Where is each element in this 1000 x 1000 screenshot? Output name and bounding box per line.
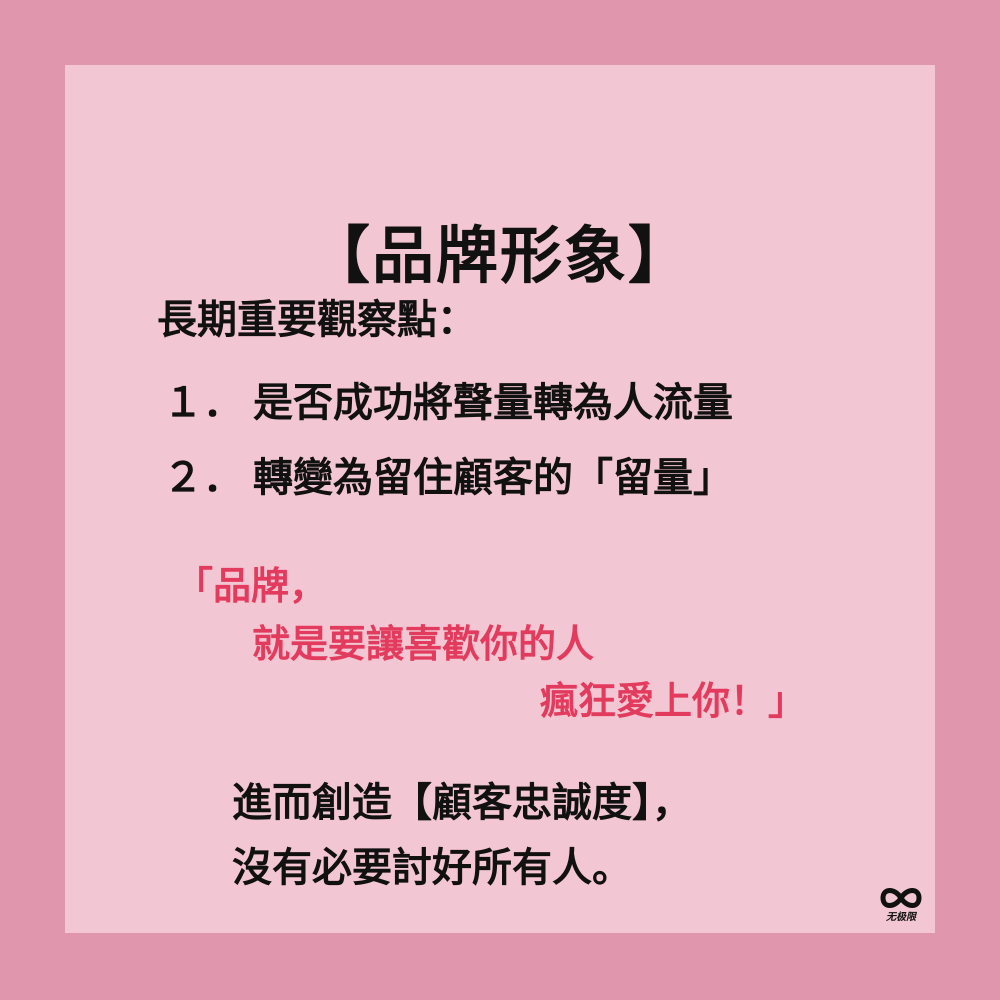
post-title: 【品牌形象】 [307,219,692,292]
infinity-icon [877,885,925,911]
post-card: 【品牌形象】 長期重要觀察點： １． 是否成功將聲量轉為人流量 ２． 轉變為留住顧客… [65,65,935,933]
quote-line: 就是要讓喜歡你的人 [252,622,595,666]
list-item-text: 轉變為留住顧客的「留量」 [253,455,733,501]
list-item-number: １． [163,380,243,426]
quote-line: 瘋狂愛上你！」 [540,679,807,723]
section-heading: 長期重要觀察點： [157,297,477,343]
list-item: ２． 轉變為留住顧客的「留量」 [163,445,733,503]
closing-line: 進而創造【顧客忠誠度】， [232,780,692,826]
brand-logo: 无极限 [877,885,925,931]
quote-line: 「品牌， [175,564,328,608]
closing-line: 沒有必要討好所有人。 [232,845,632,891]
logo-text: 无极限 [886,912,916,923]
list-item-number: ２． [163,455,243,501]
list-item-text: 是否成功將聲量轉為人流量 [253,380,733,426]
list-item: １． 是否成功將聲量轉為人流量 [163,370,733,428]
